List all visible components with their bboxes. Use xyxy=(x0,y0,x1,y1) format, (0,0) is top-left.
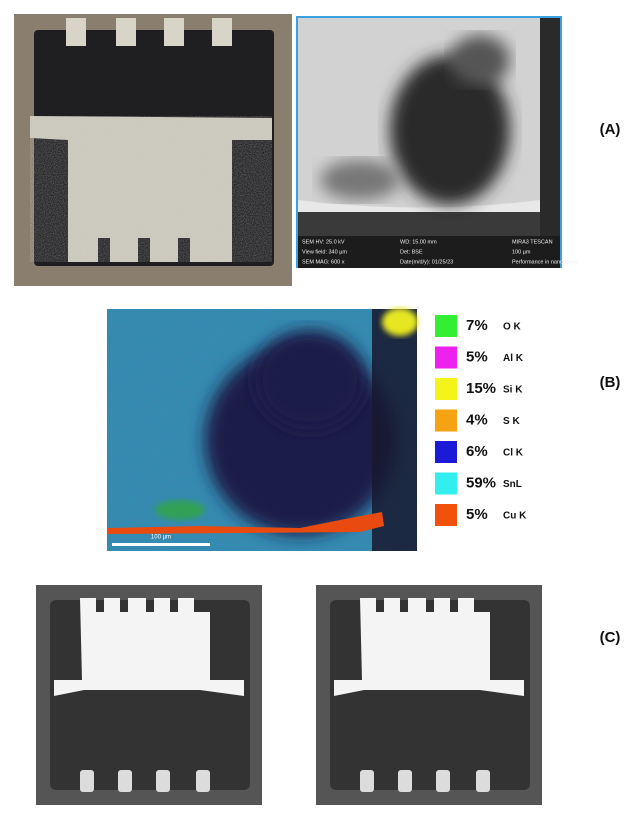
panel-label: (C) xyxy=(600,629,621,646)
sem-image: SEM HV: 25.0 kV WD: 15.00 mm MIRA3 TESCAN V… xyxy=(296,16,578,268)
panel-label: (B) xyxy=(600,374,621,391)
legend-element: S K xyxy=(503,416,520,427)
legend-percent: 5% xyxy=(466,506,488,523)
legend-swatch xyxy=(435,410,457,432)
legend-percent: 4% xyxy=(466,411,488,428)
legend-swatch xyxy=(435,315,457,337)
eds-legend: 7% O K 5% Al K 15% Si K 4% S K 6% Cl K 59% SnL 5% Cu … xyxy=(435,315,527,526)
sem-info-text: WD: 15.00 mm xyxy=(400,239,437,245)
xray-images xyxy=(36,585,542,805)
legend-element: SnL xyxy=(503,479,522,490)
sem-info-text: SEM MAG: 600 x xyxy=(302,259,345,265)
legend-swatch xyxy=(435,347,457,369)
legend-percent: 6% xyxy=(466,443,488,460)
legend-percent: 15% xyxy=(466,380,496,397)
optical-photo xyxy=(14,14,292,286)
sem-info-text: 100 µm xyxy=(512,249,531,255)
legend-percent: 59% xyxy=(466,474,496,491)
figure: SEM HV: 25.0 kV WD: 15.00 mm MIRA3 TESCAN V… xyxy=(0,0,644,810)
legend-swatch xyxy=(435,473,457,495)
legend-swatch xyxy=(435,441,457,463)
legend-swatch xyxy=(435,504,457,526)
sem-info-text: MIRA3 TESCAN xyxy=(512,239,553,245)
sem-info-text: SEM HV: 25.0 kV xyxy=(302,239,345,245)
panel-label: (A) xyxy=(600,121,621,138)
legend-element: Al K xyxy=(503,353,524,364)
legend-element: Cl K xyxy=(503,448,524,459)
legend-element: Si K xyxy=(503,385,523,396)
scale-bar-label: 100 µm xyxy=(151,535,171,541)
legend-percent: 5% xyxy=(466,348,488,365)
sem-info-text: View field: 340 µm xyxy=(302,249,347,255)
sem-info-text: Det: BSE xyxy=(400,249,423,255)
sem-info-text: Date(m/d/y): 01/25/23 xyxy=(400,259,453,265)
legend-swatch xyxy=(435,378,457,400)
eds-map: 100 µm xyxy=(107,308,418,551)
legend-element: O K xyxy=(503,322,522,333)
legend-percent: 7% xyxy=(466,317,488,334)
sem-info-text: Performance in nanospace xyxy=(512,259,578,265)
legend-element: Cu K xyxy=(503,511,527,522)
